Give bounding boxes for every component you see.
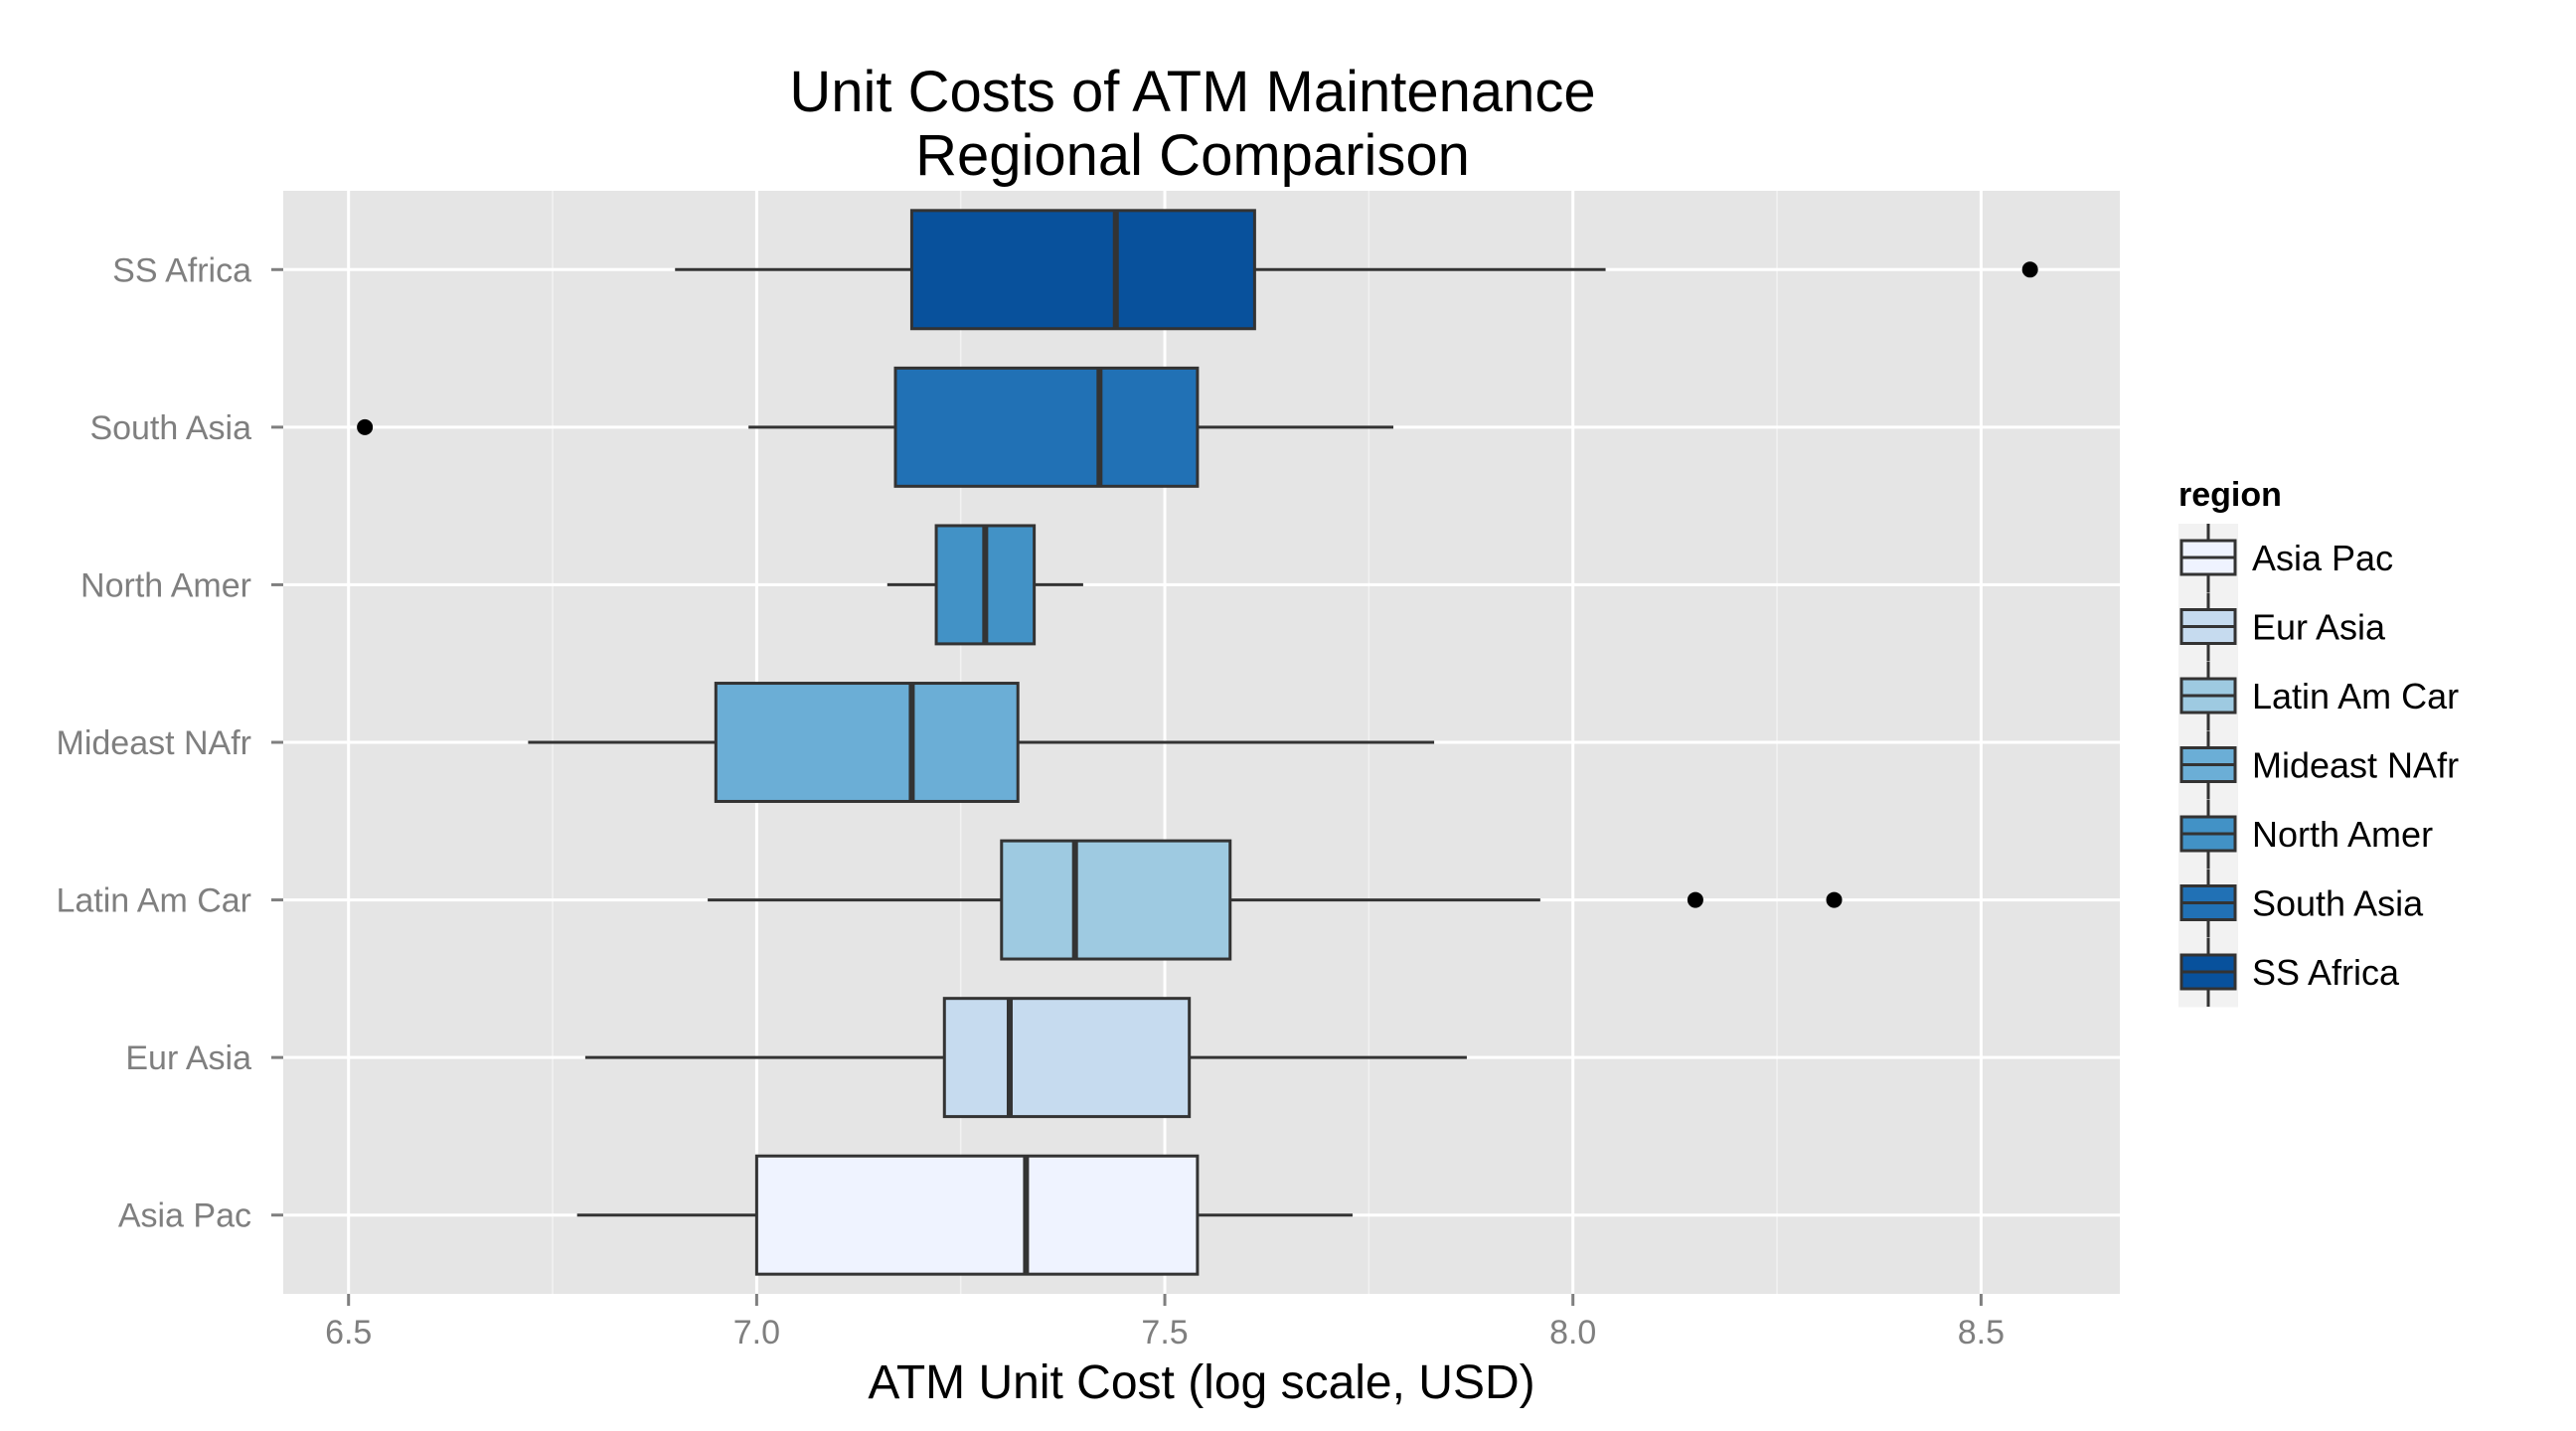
legend-item-eur-asia: Eur Asia [2178, 592, 2386, 662]
box-mideast-nafr [528, 682, 1435, 803]
x-tick-label: 7.5 [1141, 1314, 1188, 1352]
legend-item-south-asia: South Asia [2178, 869, 2424, 938]
box-ss-africa [675, 209, 2038, 331]
box-south-asia [357, 366, 1394, 488]
iqr-box [1000, 839, 1232, 961]
outlier-point [2021, 261, 2038, 278]
y-tick-label: Eur Asia [125, 1039, 251, 1077]
legend-label: SS Africa [2252, 952, 2400, 993]
x-tick-label: 8.0 [1549, 1314, 1596, 1352]
y-axis: Asia Pac Eur Asia Latin Am Car Mideast NAfr… [56, 251, 283, 1235]
legend: region Asia Pac Eur Asia Latin Am Car Midea… [2178, 476, 2459, 1008]
box-asia-pac [576, 1154, 1353, 1276]
y-tick-label: North Amer [80, 566, 251, 604]
outlier-point [1826, 891, 1843, 908]
y-tick-label: Mideast NAfr [57, 724, 252, 762]
legend-label: Asia Pac [2252, 538, 2393, 578]
y-tick-label: Asia Pac [118, 1197, 251, 1235]
iqr-box [754, 1154, 1200, 1276]
boxplot-series [357, 209, 2038, 1276]
x-axis: 6.5 7.0 7.5 8.0 8.5 [325, 1294, 2005, 1352]
legend-title: region [2178, 476, 2282, 514]
y-tick-label: Latin Am Car [56, 882, 251, 920]
x-tick-label: 8.5 [1958, 1314, 2005, 1352]
y-tick-label: South Asia [89, 409, 251, 447]
legend-item-ss-africa: SS Africa [2178, 938, 2400, 1008]
box-eur-asia [584, 997, 1467, 1119]
x-tick-label: 7.0 [733, 1314, 780, 1352]
chart-subtitle: Regional Comparison [915, 123, 1470, 188]
legend-item-north-amer: North Amer [2178, 800, 2433, 870]
legend-label: Eur Asia [2252, 607, 2386, 648]
chart-title: Unit Costs of ATM Maintenance [789, 60, 1595, 124]
legend-label: Mideast NAfr [2252, 745, 2459, 786]
iqr-box [714, 682, 1020, 803]
x-axis-title: ATM Unit Cost (log scale, USD) [868, 1356, 1534, 1409]
iqr-box [893, 366, 1200, 488]
outlier-point [357, 418, 374, 435]
y-tick-label: SS Africa [112, 251, 251, 289]
legend-label: North Amer [2252, 814, 2433, 855]
legend-item-asia-pac: Asia Pac [2178, 524, 2393, 593]
iqr-box [942, 997, 1192, 1119]
x-tick-label: 6.5 [325, 1314, 372, 1352]
legend-label: South Asia [2252, 883, 2424, 924]
legend-item-latin-am-car: Latin Am Car [2178, 662, 2459, 731]
outlier-point [1687, 891, 1703, 908]
box-north-amer [886, 524, 1083, 646]
legend-item-mideast-nafr: Mideast NAfr [2178, 730, 2459, 800]
legend-label: Latin Am Car [2252, 676, 2459, 716]
iqr-box [909, 209, 1256, 331]
box-latin-am-car [708, 839, 1843, 961]
